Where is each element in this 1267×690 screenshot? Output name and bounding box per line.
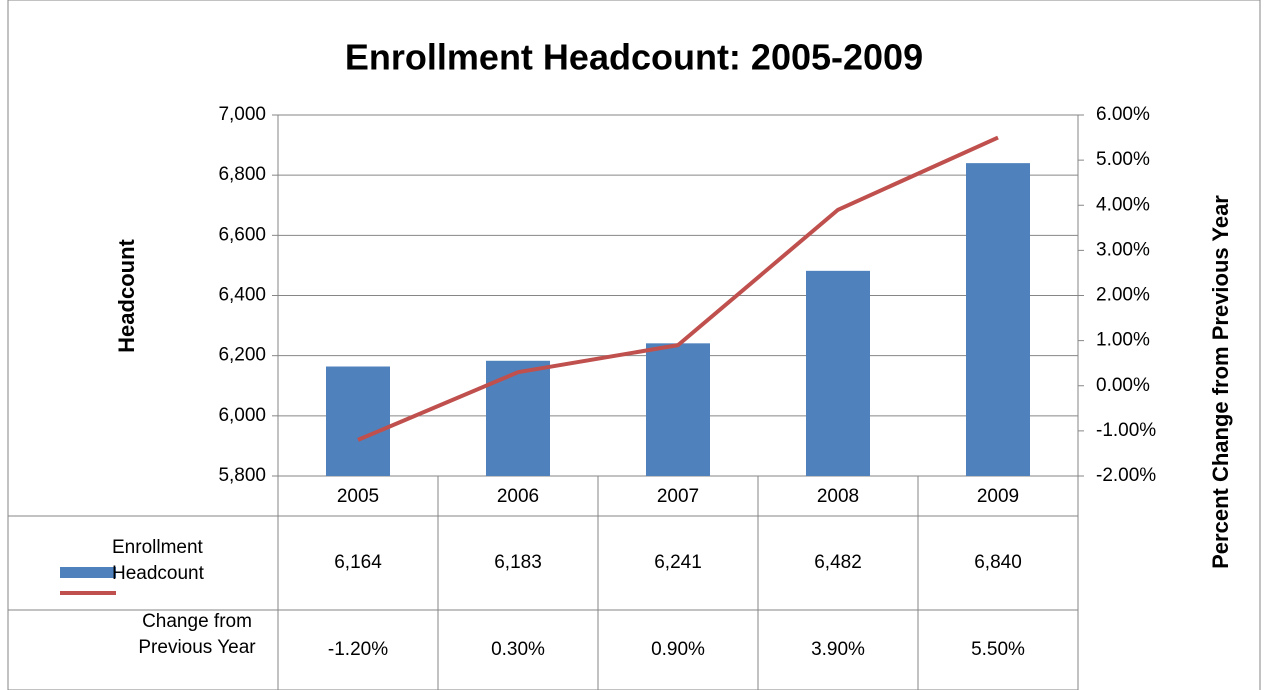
bar [646,343,710,476]
legend-label: Change from Previous Year [138,611,256,658]
table-value: 6,482 [814,552,862,573]
y-tick-label: 6,400 [218,285,266,306]
y-tick-label: 6,000 [218,405,266,426]
line [357,135,999,442]
y2-tick-label: 3.00% [1096,239,1150,260]
y2-tick-label: 6.00% [1096,104,1150,125]
table-value: 6,840 [974,552,1022,573]
x-tick-label: 2009 [977,486,1019,507]
table-value: -1.20% [328,639,388,660]
chart-title: Enrollment Headcount: 2005-2009 [345,37,923,78]
table-value: 6,164 [334,552,382,573]
y2-tick-label: -2.00% [1096,465,1156,486]
table-value: 5.50% [971,639,1025,660]
y-tick-label: 6,600 [218,224,266,245]
table-value: 0.30% [491,639,545,660]
x-tick-label: 2007 [657,486,699,507]
bar [326,366,390,476]
x-tick-label: 2008 [817,486,859,507]
x-tick-label: 2006 [497,486,539,507]
y-tick-label: 6,800 [218,164,266,185]
table-value: 6,183 [494,552,542,573]
table-value: 3.90% [811,639,865,660]
x-tick-label: 2005 [337,486,379,507]
y-tick-label: 6,200 [218,345,266,366]
y-axis-label: Headcount [114,238,139,352]
y-tick-label: 7,000 [218,104,266,125]
table-value: 0.90% [651,639,705,660]
y2-tick-label: 0.00% [1096,375,1150,396]
y2-tick-label: 1.00% [1096,330,1150,351]
y-tick-label: 5,800 [218,465,266,486]
y2-tick-label: 5.00% [1096,149,1150,170]
y2-tick-label: 4.00% [1096,194,1150,215]
y2-tick-label: 2.00% [1096,285,1150,306]
legend-swatch [60,567,116,578]
bar [966,163,1030,476]
bar [486,360,550,476]
y2-tick-label: -1.00% [1096,420,1156,441]
table-value: 6,241 [654,552,702,573]
bar [806,270,870,476]
y2-axis-label: Percent Change from Previous Year [1208,195,1233,569]
legend-label: Enrollment Headcount [112,537,204,584]
